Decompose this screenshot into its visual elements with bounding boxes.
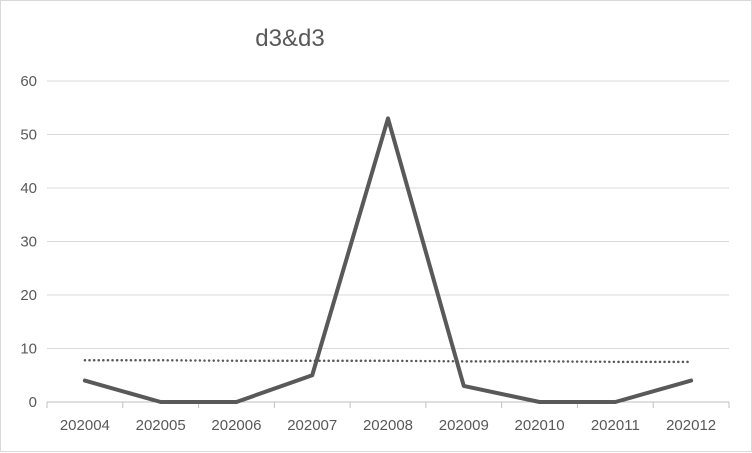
y-axis-tick-labels: 0 10 20 30 40 50 60 — [20, 73, 37, 411]
x-tick-label: 202006 — [211, 417, 261, 434]
series-group — [82, 116, 694, 404]
x-tick-label: 202009 — [439, 417, 489, 434]
y-tick-label: 40 — [20, 180, 37, 197]
y-tick-label: 0 — [29, 394, 37, 411]
x-tick-label: 202005 — [136, 417, 186, 434]
x-tick-label: 202008 — [363, 417, 413, 434]
x-tick-label: 202010 — [515, 417, 565, 434]
trendline — [83, 359, 693, 364]
chart-title: d3&d3 — [255, 25, 324, 52]
x-axis — [46, 401, 730, 408]
gridlines — [47, 80, 729, 349]
x-tick-label: 202007 — [287, 417, 337, 434]
trendline-point-202012 — [689, 360, 693, 364]
y-tick-label: 30 — [20, 234, 37, 251]
x-tick-label: 202011 — [591, 417, 640, 434]
y-tick-label: 20 — [20, 287, 37, 304]
x-tick-label: 202012 — [666, 417, 716, 434]
x-tick-label: 202004 — [60, 417, 110, 434]
y-tick-label: 10 — [20, 341, 37, 358]
y-tick-label: 60 — [20, 73, 37, 90]
series-line — [82, 116, 694, 404]
y-tick-label: 50 — [20, 127, 37, 144]
x-axis-tick-labels: 202004 202005 202006 202007 202008 202009 2020… — [60, 417, 716, 434]
